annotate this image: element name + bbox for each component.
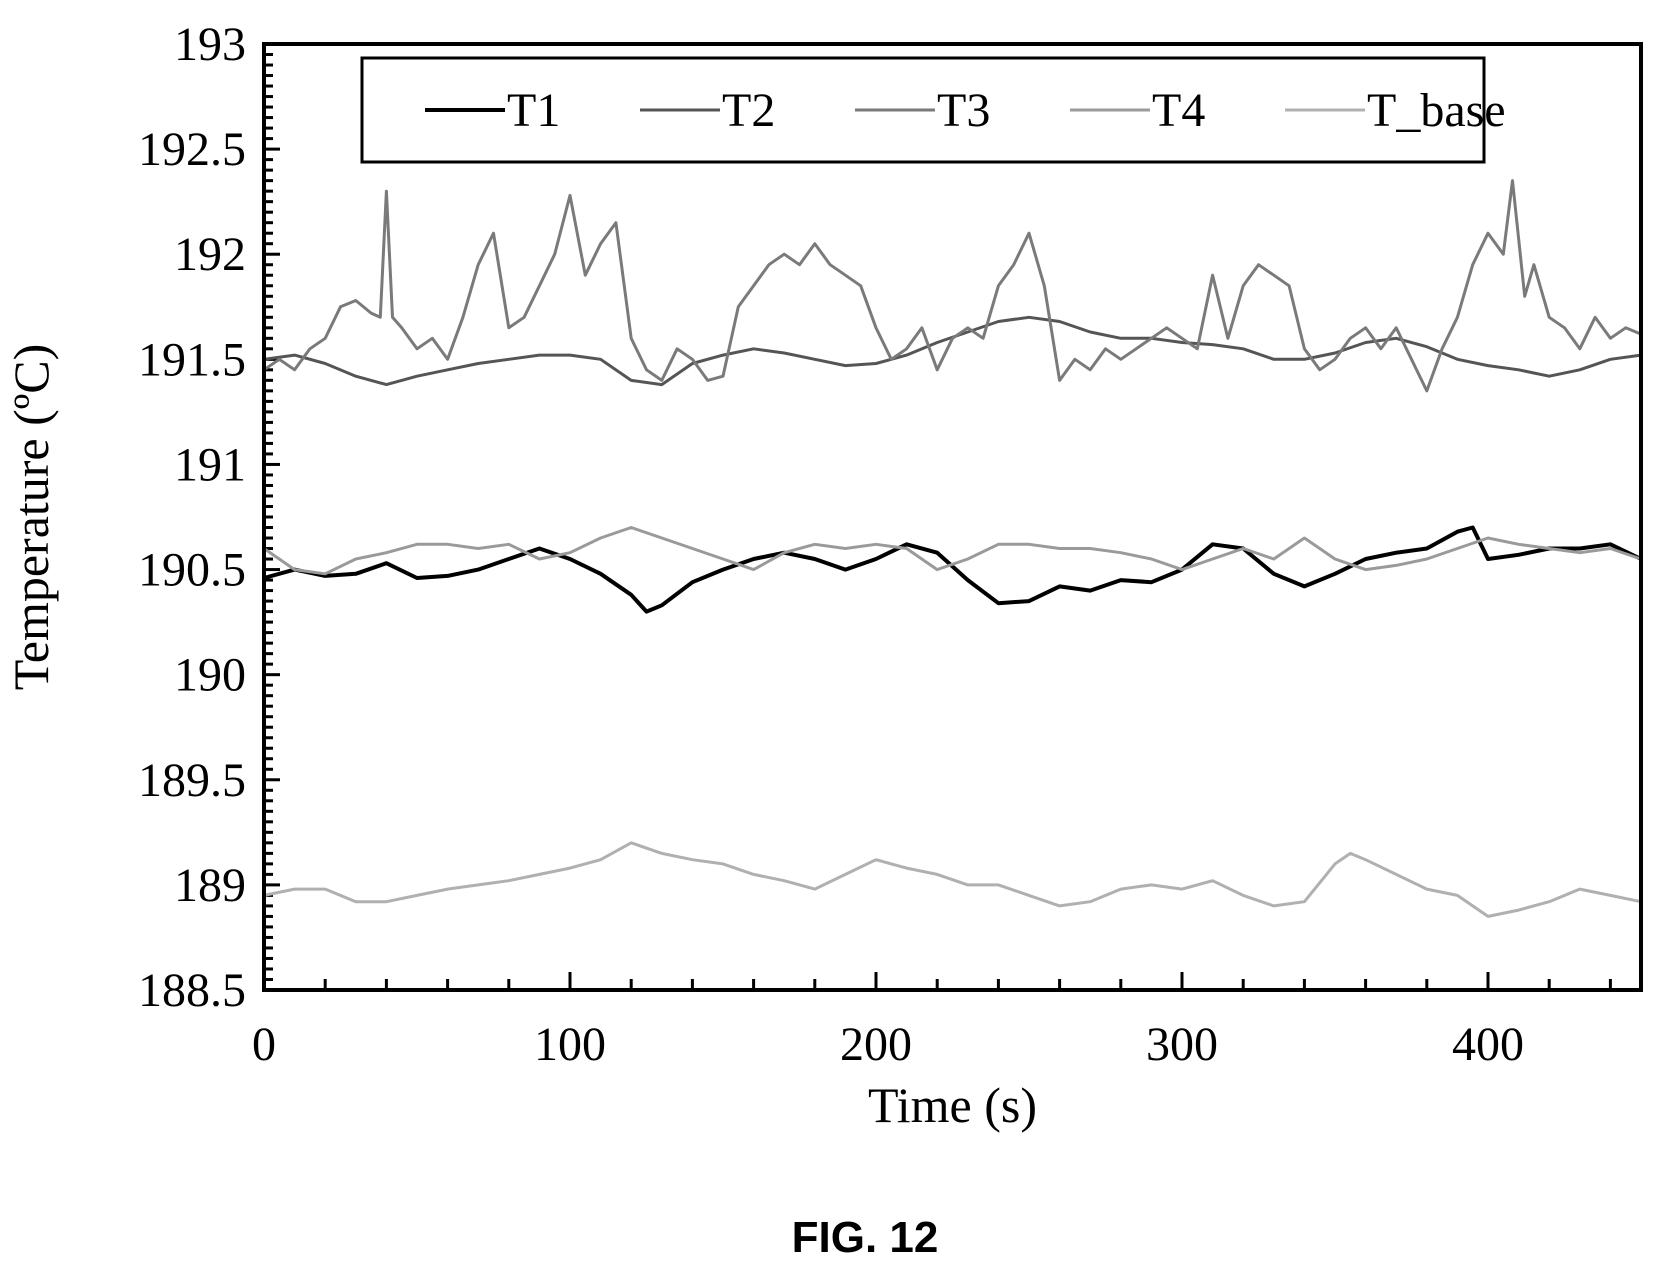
x-tick-labels: 0 100 200 300 400 <box>252 1018 1524 1071</box>
y-tick-label: 192 <box>174 228 246 281</box>
y-tick-label: 192.5 <box>138 123 246 176</box>
legend-label-t3: T3 <box>937 84 990 137</box>
y-tick-label: 189 <box>174 859 246 912</box>
legend-label-t2: T2 <box>722 84 775 137</box>
y-tick-label: 190.5 <box>138 544 246 597</box>
x-tick-label: 300 <box>1146 1018 1218 1071</box>
y-tick-label: 193 <box>174 18 246 71</box>
series-line-t3 <box>263 179 1642 393</box>
x-axis-title: Time (s) <box>868 1077 1037 1133</box>
figure-caption: FIG. 12 <box>792 1213 939 1262</box>
y-axis-title: Temperature (ºC) <box>3 344 59 691</box>
legend-label-t4: T4 <box>1152 84 1205 137</box>
legend-label-t-base: T_base <box>1367 84 1506 137</box>
series-line-t1 <box>263 525 1642 614</box>
x-tick-label: 400 <box>1452 1018 1524 1071</box>
legend: T1 T2 T3 T4 T_base <box>360 56 1506 164</box>
y-tick-label: 191 <box>174 438 246 491</box>
legend-label-t1: T1 <box>507 84 560 137</box>
y-tick-label: 188.5 <box>138 964 246 1017</box>
plot-frame <box>262 42 1643 992</box>
y-tick-label: 189.5 <box>138 754 246 807</box>
x-tick-label: 0 <box>252 1018 276 1071</box>
y-tick-label: 191.5 <box>138 333 246 386</box>
x-tick-label: 200 <box>840 1018 912 1071</box>
x-tick-label: 100 <box>534 1018 606 1071</box>
y-tick-label: 190 <box>174 649 246 702</box>
series-layer <box>263 179 1642 918</box>
series-line-t2 <box>263 315 1642 387</box>
series-line-t-base <box>263 841 1642 918</box>
axis-ticks <box>262 42 1612 992</box>
series-line-t4 <box>263 526 1642 576</box>
y-tick-labels: 188.5 189 189.5 190 190.5 191 191.5 192 192.5 193 <box>138 18 246 1017</box>
